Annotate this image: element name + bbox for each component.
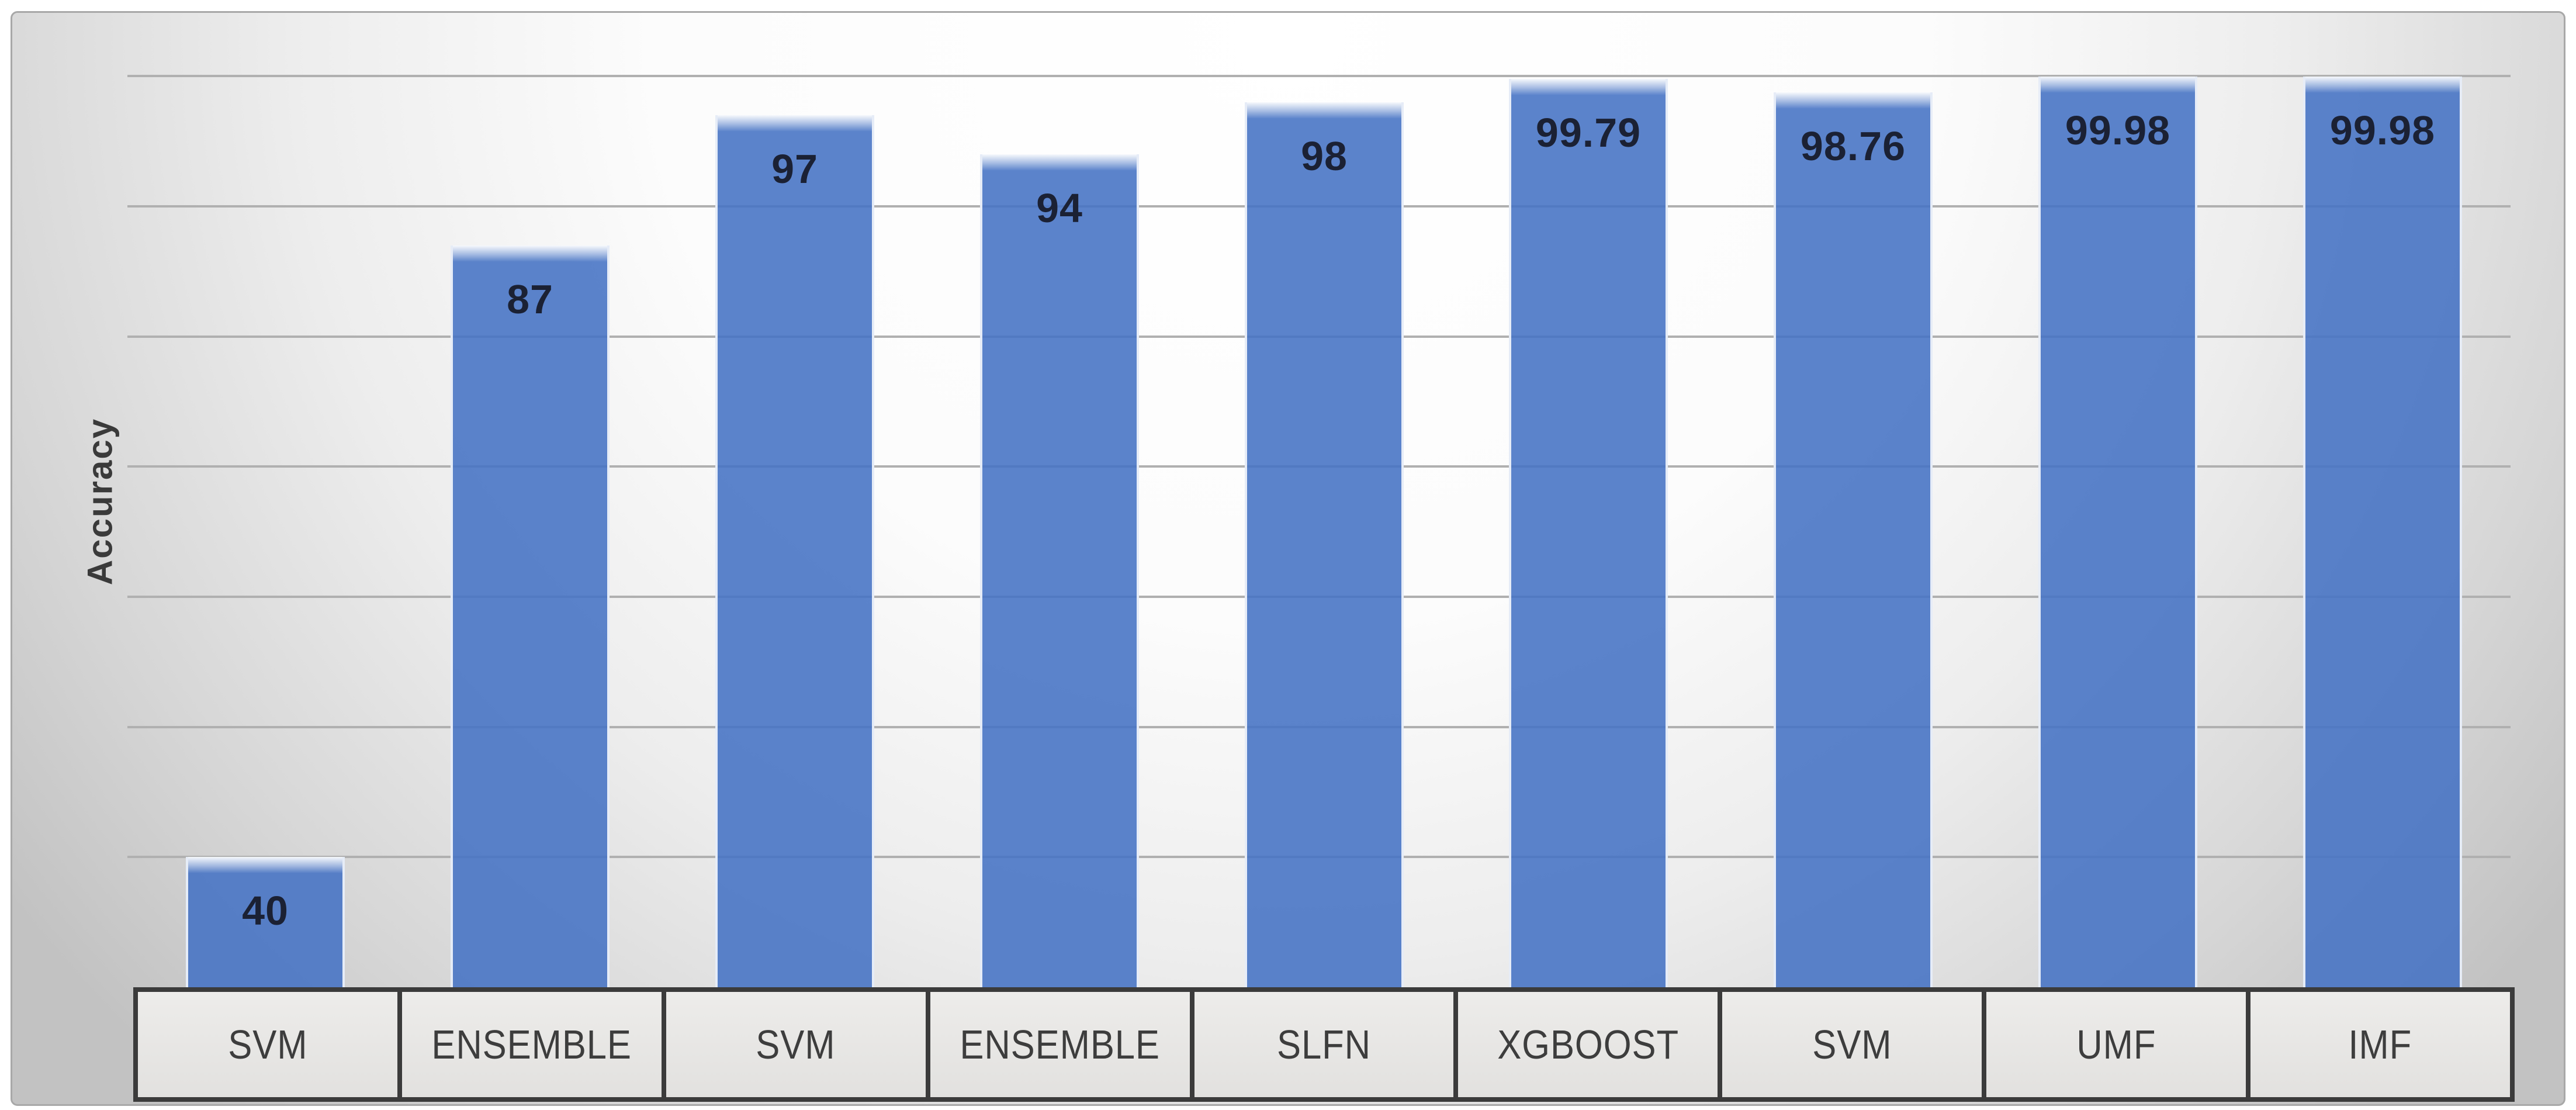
bar-slfn-4: 98 [1245,102,1404,991]
category-label: IMF [2348,1022,2412,1067]
bar-value-label: 98.76 [1800,123,1906,169]
bar-umf-7: 99.98 [2038,77,2197,991]
bar-value-label: 97 [771,146,818,192]
category-cell-xgboost-5: XGBOOST [1453,992,1718,1097]
bar-value-label: 40 [242,888,289,933]
category-cell-slfn-4: SLFN [1189,992,1454,1097]
category-label: SVM [227,1022,308,1067]
category-cell-imf-8: IMF [2246,992,2511,1097]
chart-figure: 40 87 97 94 98 99.79 98.76 99.98 99.98 Accuracy … [11,11,2565,1106]
bar-ensemble-1: 87 [451,245,610,991]
bar-ensemble-3: 94 [980,154,1139,991]
bar-svm-0: 40 [186,857,345,991]
category-cell-svm-2: SVM [661,992,926,1097]
category-label: SVM [756,1022,836,1067]
bar-value-label: 98 [1301,133,1348,179]
y-axis-title: Accuracy [80,417,120,586]
bar-top-highlight [2041,77,2195,93]
category-cell-svm-6: SVM [1718,992,1982,1097]
bar-xgboost-5: 99.79 [1509,79,1668,991]
bar-top-highlight [1776,92,1930,109]
category-cell-svm-0: SVM [138,992,397,1097]
bar-svm-2: 97 [715,115,874,991]
bar-value-label: 94 [1036,185,1083,231]
bar-value-label: 99.98 [2065,108,2171,153]
category-label: ENSEMBLE [960,1022,1160,1067]
bar-imf-8: 99.98 [2303,77,2462,991]
category-label: SVM [1812,1022,1892,1067]
bar-value-label: 99.79 [1535,110,1642,155]
bar-top-highlight [1247,102,1401,119]
bar-top-highlight [2305,77,2460,93]
bar-top-highlight [718,115,872,132]
category-cell-ensemble-1: ENSEMBLE [397,992,662,1097]
category-label: XGBOOST [1497,1022,1679,1067]
bar-top-highlight [982,154,1137,171]
category-label: ENSEMBLE [431,1022,632,1067]
bar-value-label: 87 [507,276,553,322]
category-label: SLFN [1277,1022,1371,1067]
category-axis-table: SVM ENSEMBLE SVM ENSEMBLE SLFN XGBOOST SVM UMF I… [133,987,2515,1102]
category-cell-ensemble-3: ENSEMBLE [925,992,1190,1097]
bar-top-highlight [1511,79,1666,95]
category-cell-umf-7: UMF [1982,992,2246,1097]
bar-top-highlight [188,857,342,873]
bar-value-label: 99.98 [2329,108,2436,153]
category-label: UMF [2076,1022,2156,1067]
gridline-y100 [127,75,2511,77]
bar-top-highlight [453,245,607,262]
bar-svm-6: 98.76 [1774,92,1933,991]
